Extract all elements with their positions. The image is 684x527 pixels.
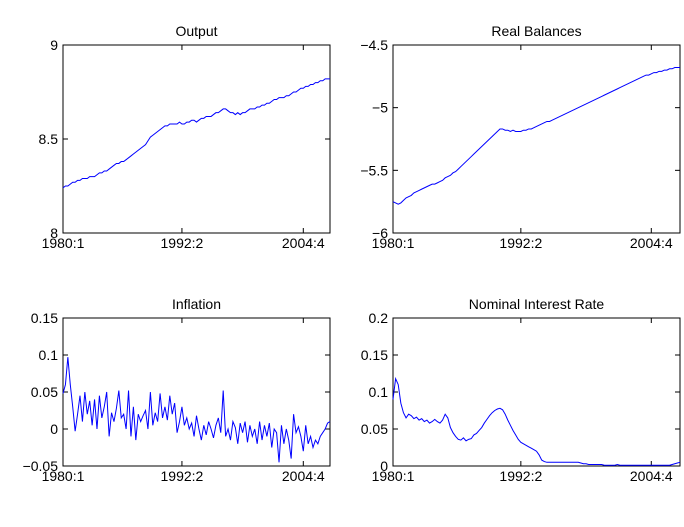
x-tick-label: 2004:4	[630, 235, 673, 251]
x-tick-label: 1992:2	[499, 235, 542, 251]
chart-title: Nominal Interest Rate	[469, 296, 605, 312]
y-tick-label: 0	[50, 421, 58, 437]
x-tick-label: 2004:4	[282, 468, 325, 484]
y-tick-label: 8	[50, 225, 58, 241]
y-tick-label: 0.1	[39, 347, 59, 363]
y-tick-label: 0.2	[369, 310, 389, 326]
y-tick-label: 0	[380, 458, 388, 474]
y-tick-label: 9	[50, 37, 58, 53]
y-tick-label: 0.05	[31, 384, 58, 400]
x-tick-label: 1980:1	[372, 468, 415, 484]
x-tick-label: 1992:2	[161, 235, 204, 251]
axes-box	[392, 44, 681, 234]
data-line	[392, 376, 681, 466]
y-tick-label: 0.15	[361, 347, 388, 363]
y-tick-label: 0.1	[369, 384, 389, 400]
chart-title: Inflation	[172, 296, 221, 312]
data-line	[62, 357, 331, 463]
x-tick-label: 2004:4	[282, 235, 325, 251]
y-tick-label: −5.5	[360, 162, 388, 178]
data-line	[392, 67, 680, 205]
x-tick-label: 1980:1	[42, 235, 85, 251]
axes-box	[392, 317, 681, 467]
x-tick-label: 2004:4	[630, 468, 673, 484]
y-tick-label: 8.5	[39, 131, 59, 147]
axes-box	[62, 317, 331, 467]
axes-box	[62, 44, 331, 234]
y-tick-label: −6	[372, 225, 388, 241]
x-tick-label: 1980:1	[372, 235, 415, 251]
x-tick-label: 1992:2	[499, 468, 542, 484]
y-tick-label: −0.05	[23, 458, 59, 474]
y-tick-label: 0.15	[31, 310, 58, 326]
y-tick-label: −4.5	[360, 37, 388, 53]
chart-title: Real Balances	[491, 23, 581, 39]
chart-title: Output	[175, 23, 217, 39]
x-tick-label: 1980:1	[42, 468, 85, 484]
x-tick-label: 1992:2	[161, 468, 204, 484]
data-line	[62, 78, 330, 189]
y-tick-label: −5	[372, 100, 388, 116]
y-tick-label: 0.05	[361, 421, 388, 437]
